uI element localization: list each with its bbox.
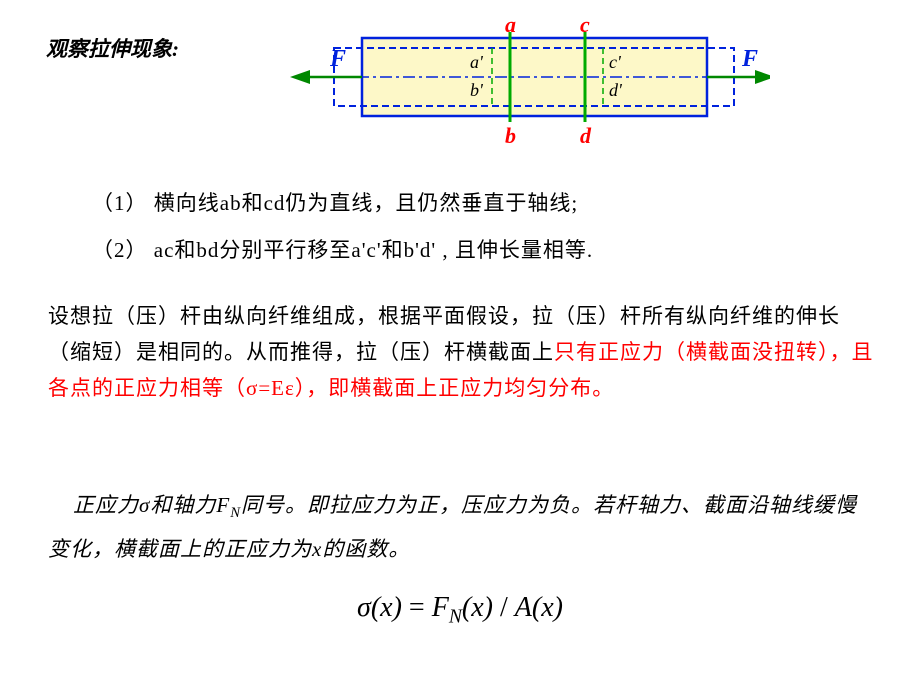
eq-eq: = [402,592,432,623]
p2-mid1: 和轴力 [150,493,216,517]
label-d: d [580,123,592,148]
label-b: b [505,123,516,148]
label-a-prime: a' [470,52,484,72]
observation-2: （2） ac和bd分别平行移至a'c'和b'd' , 且伸长量相等. [92,234,593,264]
eq-F: F [432,592,449,623]
eq-x1: x [380,592,392,623]
equation-sigma: σ(x) = FN(x) / A(x) [0,592,920,629]
tension-diagram: F F a b c d a' b' c' d' [290,18,770,148]
eq-x3: x [541,592,553,623]
p2-tail: 的函数。 [322,537,410,561]
label-F-right: F [741,46,758,72]
p2-N: N [230,505,241,521]
observation-1: （1） 横向线ab和cd仍为直线，且仍然垂直于轴线; [92,187,578,217]
eq-A: A [515,592,532,623]
eq-N: N [449,607,462,628]
label-c-prime: c' [609,52,622,72]
p2-pre: 正应力 [73,493,139,517]
paragraph-sign: 正应力σ和轴力FN同号。即拉应力为正，压应力为负。若杆轴力、截面沿轴线缓慢变化，… [48,487,878,567]
eq-slash: / [493,592,515,623]
arrow-left-head [290,70,310,84]
eq-x2: x [471,592,483,623]
p2-sigma: σ [139,493,150,517]
diagram-svg: F F a b c d a' b' c' d' [290,18,770,148]
p2-F: F [216,493,230,517]
label-F-left: F [329,46,346,72]
title: 观察拉伸现象: [46,33,179,63]
paragraph-assumption: 设想拉（压）杆由纵向纤维组成，根据平面假设，拉（压）杆所有纵向纤维的伸长（缩短）… [48,298,878,406]
label-a: a [505,18,516,37]
label-b-prime: b' [470,80,484,100]
eq-sigma: σ [357,592,371,623]
arrow-right-head [755,70,770,84]
p2-x: x [312,537,322,561]
label-d-prime: d' [609,80,623,100]
label-c: c [580,18,590,37]
